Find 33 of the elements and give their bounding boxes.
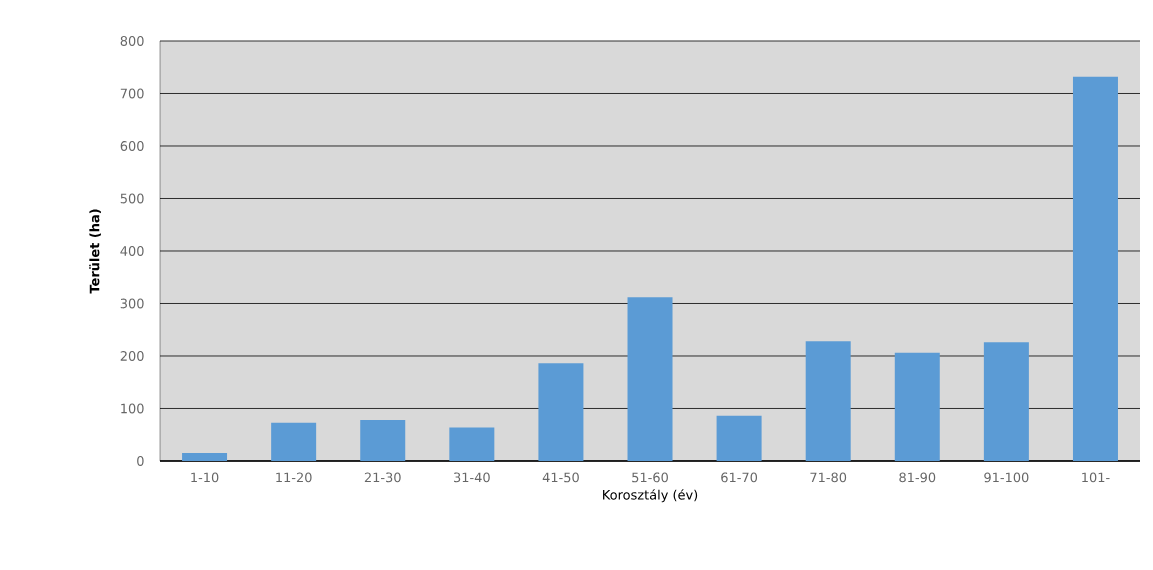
- bar: [360, 420, 406, 461]
- bar: [627, 297, 673, 461]
- x-tick-label: 21-30: [364, 472, 401, 483]
- y-tick-label: 600: [120, 141, 144, 151]
- y-tick-label: 200: [120, 351, 144, 361]
- bar: [449, 427, 495, 461]
- y-tick-label: 100: [121, 403, 144, 414]
- y-axis-title: Terület (ha): [89, 209, 101, 294]
- y-tick-label: 700: [120, 88, 144, 99]
- x-tick-label: 101-: [1082, 472, 1110, 483]
- bar: [538, 363, 584, 461]
- y-tick-label: 0: [137, 456, 144, 466]
- y-tick-label: 800: [120, 36, 144, 46]
- y-tick-label: 300: [120, 298, 144, 309]
- x-tick-label: 1-10: [191, 472, 219, 483]
- bar: [983, 342, 1029, 461]
- bar: [1072, 76, 1118, 461]
- x-tick-label: 91-100: [984, 472, 1029, 483]
- x-tick-label: 61-70: [721, 472, 758, 483]
- x-tick-label: 71-80: [810, 472, 847, 483]
- x-tick-label: 41-50: [542, 472, 579, 483]
- x-tick-label: 51-60: [632, 472, 668, 483]
- y-tick-label: 400: [120, 246, 144, 256]
- bar: [716, 415, 762, 461]
- bar: [182, 453, 228, 461]
- bar: [805, 341, 851, 461]
- y-tick-label: 500: [120, 193, 144, 204]
- x-tick-label: 11-20: [276, 472, 312, 483]
- x-tick-label: 31-40: [454, 472, 490, 483]
- bar: [271, 422, 317, 461]
- x-tick-label: 81-90: [899, 472, 936, 483]
- x-axis-title: Korosztály (év): [603, 489, 698, 503]
- bar: [894, 352, 940, 461]
